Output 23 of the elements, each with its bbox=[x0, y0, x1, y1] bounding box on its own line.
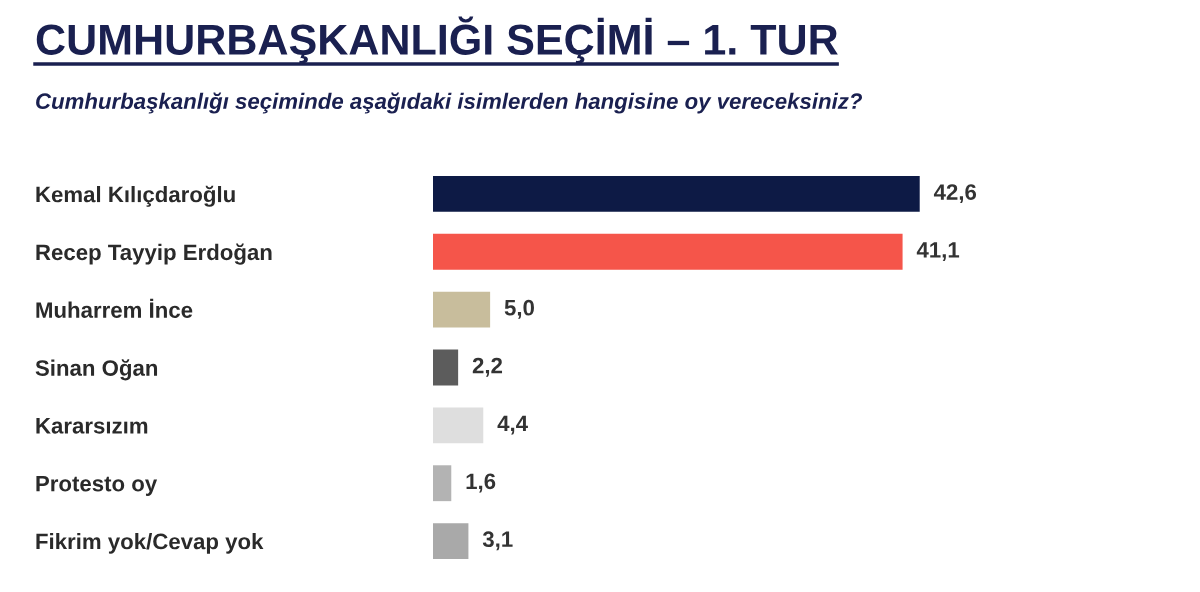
bar bbox=[433, 291, 491, 328]
bar bbox=[433, 523, 469, 560]
data-label: 42,6 bbox=[933, 184, 977, 204]
y-tick-label: Recep Tayyip Erdoğan bbox=[36, 243, 272, 265]
bar bbox=[433, 407, 484, 444]
chart-subtitle: Cumhurbaşkanlığı seçiminde aşağıdaki isimlerden hangisine oy vereceksiniz? bbox=[36, 92, 863, 114]
y-tick-label: Sinan Oğan bbox=[35, 359, 158, 381]
data-label: 1,6 bbox=[466, 473, 496, 493]
y-tick-label: Kemal Kılıçdaroğlu bbox=[36, 185, 235, 207]
data-label: 5,0 bbox=[504, 299, 534, 319]
y-tick-label: Protesto oy bbox=[36, 475, 158, 496]
data-label: 4,4 bbox=[497, 415, 528, 435]
data-label: 2,2 bbox=[472, 357, 503, 377]
data-label: 3,1 bbox=[482, 531, 513, 551]
bar bbox=[433, 465, 452, 502]
data-label: 41,1 bbox=[916, 242, 960, 261]
y-tick-label: Fikrim yok/Cevap yok bbox=[36, 533, 264, 554]
bar bbox=[433, 349, 459, 386]
bar bbox=[433, 175, 920, 212]
y-tick-label: Kararsızım bbox=[36, 418, 148, 434]
bar bbox=[433, 233, 903, 270]
chart-title: CUMHURBAŞKANLIĞI SEÇİMİ – 1. TUR bbox=[36, 16, 838, 64]
y-tick-label: Muharrem İnce bbox=[36, 298, 193, 318]
